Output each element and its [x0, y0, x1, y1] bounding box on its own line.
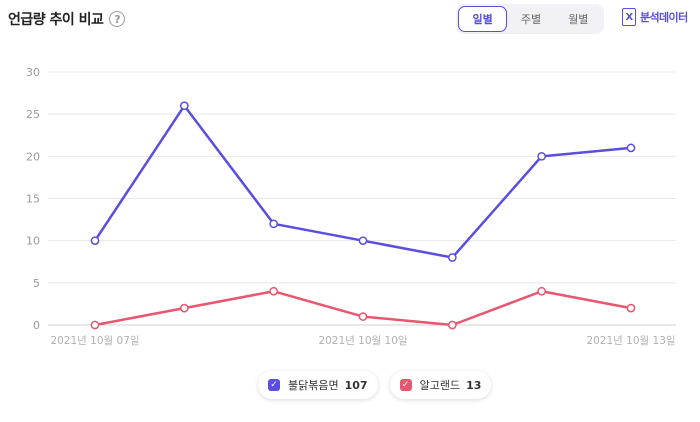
data-point[interactable] — [626, 143, 636, 153]
analysis-data-label: 분석데이터 — [640, 11, 688, 24]
y-tick-label: 0 — [33, 319, 40, 332]
data-point[interactable] — [90, 320, 100, 330]
y-tick-label: 20 — [26, 150, 40, 163]
legend-series-count: 107 — [344, 378, 368, 392]
legend-item-series-2[interactable]: ✓ 알고랜드 13 — [389, 371, 492, 399]
y-tick-label: 15 — [26, 193, 40, 206]
data-point[interactable] — [537, 151, 547, 161]
legend-item-series-1[interactable]: ✓ 불닭볶음면 107 — [258, 371, 378, 399]
period-weekly-button[interactable]: 주별 — [520, 13, 542, 26]
data-point[interactable] — [358, 236, 368, 246]
analysis-data-button[interactable]: X 분석데이터 — [622, 8, 688, 26]
y-tick-label: 10 — [26, 235, 40, 248]
data-point[interactable] — [269, 286, 279, 296]
period-monthly-button[interactable]: 월별 — [568, 13, 589, 26]
x-tick-label: 2021년 10월 13일 — [586, 334, 675, 347]
data-point[interactable] — [90, 236, 100, 246]
data-point[interactable] — [537, 286, 547, 296]
help-icon[interactable]: ? — [109, 11, 126, 27]
data-point[interactable] — [358, 312, 368, 321]
chart-legend: ✓ 불닭볶음면 107 ✓ 알고랜드 13 — [258, 371, 492, 399]
data-point[interactable] — [626, 303, 636, 313]
page-title: 언급량 추이 비교 — [8, 12, 104, 28]
chart-header: 언급량 추이 비교 ? — [8, 8, 126, 30]
x-tick-label: 2021년 10월 07일 — [50, 334, 139, 347]
checkbox-icon: ✓ — [399, 379, 412, 391]
data-point[interactable] — [179, 101, 189, 111]
data-point[interactable] — [447, 320, 457, 330]
legend-series-name: 불닭볶음면 — [288, 379, 339, 392]
data-point[interactable] — [447, 253, 457, 262]
series-line-1 — [93, 104, 632, 259]
data-point[interactable] — [269, 219, 279, 229]
legend-series-count: 13 — [466, 378, 482, 392]
checkbox-icon: ✓ — [268, 379, 280, 391]
legend-series-name: 알고랜드 — [419, 379, 461, 392]
period-daily-button[interactable]: 일별 — [458, 6, 508, 32]
y-tick-label: 30 — [26, 66, 40, 79]
y-tick-label: 5 — [33, 277, 40, 290]
excel-icon: X — [622, 8, 636, 26]
period-toggle: 일별 주별 월별 — [456, 4, 604, 34]
data-point[interactable] — [179, 303, 189, 313]
x-tick-label: 2021년 10월 10일 — [318, 334, 407, 347]
y-tick-label: 25 — [26, 108, 40, 121]
